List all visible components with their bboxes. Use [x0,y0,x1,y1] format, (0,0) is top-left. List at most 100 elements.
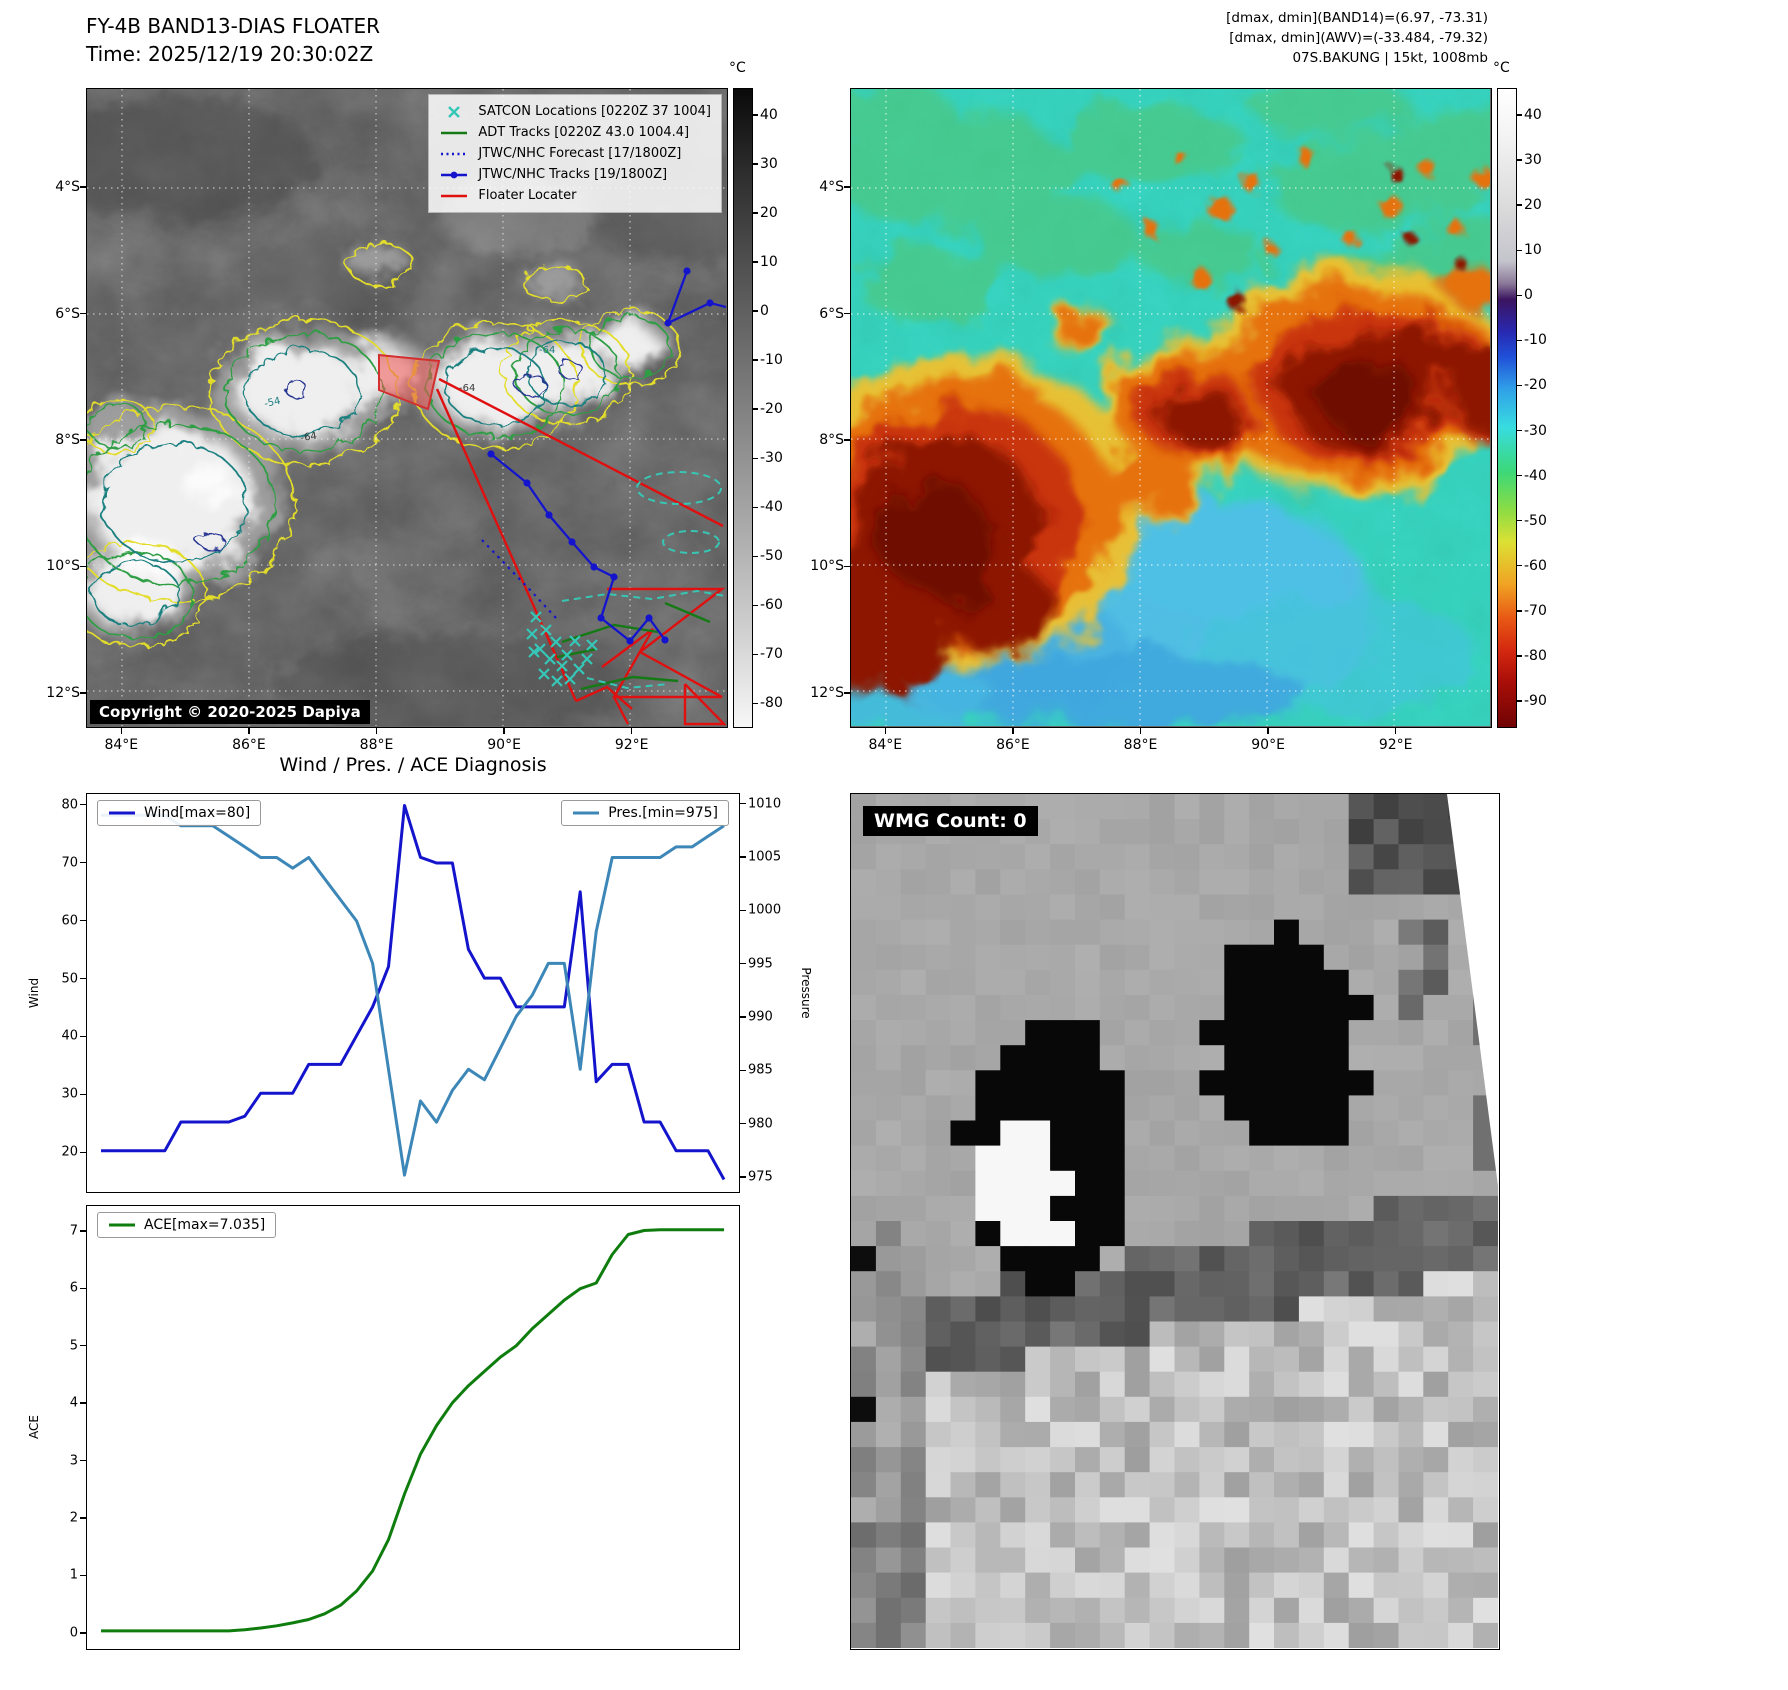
blue-dotted-line-icon [441,152,468,155]
wind-pressure-chart: Wind[max=80] Pres.[min=975] [86,793,740,1193]
awv-satellite-image [851,89,1490,726]
lon-tick-label: 88°E [1123,737,1158,753]
tick-mark [80,565,86,568]
colorbar-tick-label: -60 [760,597,783,614]
map-legend: SATCON Locations [0220Z 37 1004] ADT Tra… [428,94,722,213]
pressure-axis-label: Pressure [799,967,813,1019]
lat-tick-label: 4°S [55,179,80,196]
lat-tick-label: 12°S [810,684,844,701]
jtwc-tracks [490,270,726,643]
contour-label: -64 [539,345,555,356]
lat-tick-label: 12°S [46,684,80,701]
lat-tick-label: 6°S [819,305,844,322]
lon-tick-label: 86°E [996,737,1030,753]
colorbar-tick-label: -70 [1524,602,1547,619]
awv-header-line2: [dmax, dmin](AWV)=(-33.484, -79.32) [1229,30,1488,46]
colorbar-tick-label: -50 [1524,512,1547,529]
ace-legend: ACE[max=7.035] [97,1212,277,1238]
y-tick-label: 4 [69,1395,78,1411]
y-tick-label: 985 [748,1062,773,1078]
tick-mark [1267,728,1269,734]
tick-mark [80,692,86,694]
ir-title-line1: FY-4B BAND13-DIAS FLOATER [86,14,381,38]
diagnosis-title: Wind / Pres. / ACE Diagnosis [279,754,547,776]
tick-mark [80,1459,86,1462]
awv-header-line1: [dmax, dmin](BAND14)=(6.97, -73.31) [1226,10,1488,26]
y-tick-label: 70 [61,855,78,871]
tick-mark [80,861,86,864]
y-tick-label: 980 [748,1116,773,1132]
tick-mark [753,310,758,312]
y-tick-label: 1005 [748,849,782,865]
ace-legend-label: ACE[max=7.035] [144,1217,266,1233]
lon-tick-label: 84°E [868,737,903,753]
legend-label: Floater Locater [478,187,577,203]
ir-colorbar-unit: °C [729,60,746,76]
legend-label: SATCON Locations [0220Z 37 1004] [478,103,711,119]
legend-label: JTWC/NHC Tracks [19/1800Z] [478,166,668,182]
y-tick-label: 5 [69,1338,78,1354]
tick-mark [1517,339,1522,342]
wmg-panel: WMG Count: 0 [850,793,1500,1650]
tick-mark [753,555,758,558]
y-tick-label: 6 [69,1280,78,1296]
y-tick-label: 975 [748,1169,773,1185]
tick-mark [248,728,250,734]
wmg-count-label: WMG Count: 0 [863,806,1038,836]
colorbar-tick-label: 0 [760,303,769,320]
dashed-teal-tracks [561,471,726,690]
tick-mark [80,1287,86,1289]
tick-mark [80,977,86,980]
colorbar-tick-label: -20 [1524,377,1547,394]
lon-tick-label: 90°E [1251,737,1285,753]
colorbar-tick-label: -30 [760,450,783,467]
tick-mark [1517,114,1522,116]
ace-chart: ACE[max=7.035] [86,1205,740,1650]
copyright-label: Copyright © 2020-2025 Dapiya [90,700,370,724]
tick-mark [1517,384,1522,387]
lat-tick-label: 8°S [55,432,80,448]
y-tick-label: 30 [61,1086,78,1102]
tick-mark [753,114,758,116]
ace-axis-label: ACE [27,1415,41,1439]
colorbar-tick-label: -50 [760,548,783,565]
floater-locater-box [378,353,441,411]
y-tick-label: 1010 [748,796,782,812]
colorbar-tick-label: -20 [760,401,783,418]
tick-mark [375,728,378,734]
ir-panel-title: FY-4B BAND13-DIAS FLOATER Time: 2025/12/… [86,12,380,68]
lon-tick-label: 90°E [487,737,521,753]
tick-mark [753,604,758,607]
tick-mark [503,728,505,734]
colorbar-tick-label: 40 [760,106,778,123]
wmg-white-wedge [1447,794,1498,1186]
pres-legend: Pres.[min=975] [561,800,729,826]
pressure-line-icon [573,811,600,815]
lat-tick-label: 8°S [819,432,844,448]
tick-mark [120,728,123,734]
tick-mark [1517,474,1522,477]
tick-mark [1517,655,1522,657]
y-tick-label: 1 [69,1567,78,1583]
y-tick-label: 2 [69,1510,78,1526]
tick-mark [1517,429,1522,432]
tick-mark [1517,159,1522,161]
ir-colorbar [733,88,753,728]
wind-legend: Wind[max=80] [97,800,262,826]
tick-mark [80,1517,86,1519]
tick-mark [1517,204,1522,206]
tick-mark [844,186,850,188]
tick-mark [80,1632,86,1634]
tick-mark [740,1176,746,1178]
tick-mark [80,439,86,441]
tick-mark [1517,519,1522,522]
tick-mark [844,692,850,694]
y-tick-label: 1000 [748,902,782,918]
lat-tick-label: 4°S [819,179,844,196]
tick-mark [80,1093,86,1096]
tick-mark [1012,728,1014,734]
tick-mark [80,312,86,315]
colorbar-tick-label: 10 [760,254,778,271]
ir-title-line2: Time: 2025/12/19 20:30:02Z [86,42,374,66]
legend-row-satcon: SATCON Locations [0220Z 37 1004] [439,101,711,122]
